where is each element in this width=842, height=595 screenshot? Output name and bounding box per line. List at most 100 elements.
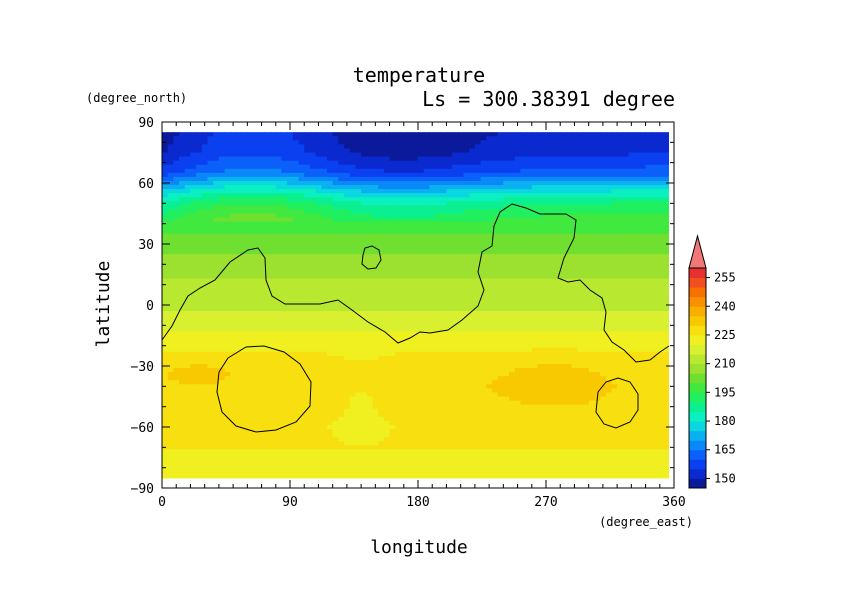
heatmap-cell bbox=[571, 298, 578, 304]
heatmap-cell bbox=[486, 164, 493, 170]
heatmap-cell bbox=[184, 201, 192, 206]
heatmap-cell bbox=[651, 193, 658, 198]
heatmap-cell bbox=[258, 189, 265, 194]
heatmap-cell bbox=[309, 262, 317, 267]
heatmap-cell bbox=[622, 213, 630, 219]
heatmap-cell bbox=[474, 205, 482, 211]
heatmap-cell bbox=[452, 331, 459, 337]
heatmap-cell bbox=[622, 327, 630, 333]
heatmap-cell bbox=[344, 241, 351, 247]
heatmap-cell bbox=[338, 351, 345, 357]
heatmap-cell bbox=[355, 233, 362, 239]
heatmap-cell bbox=[662, 327, 669, 333]
heatmap-cell bbox=[241, 205, 248, 211]
heatmap-cell bbox=[571, 302, 578, 308]
heatmap-cell bbox=[247, 164, 254, 170]
heatmap-cell bbox=[332, 180, 339, 186]
heatmap-cell bbox=[440, 213, 448, 219]
heatmap-cell bbox=[258, 205, 265, 211]
heatmap-cell bbox=[292, 237, 300, 243]
heatmap-cell bbox=[366, 319, 374, 324]
heatmap-cell bbox=[218, 185, 226, 190]
heatmap-cell bbox=[469, 160, 476, 166]
heatmap-cell bbox=[617, 144, 624, 150]
heatmap-cell bbox=[281, 213, 288, 219]
heatmap-cell bbox=[349, 160, 357, 166]
heatmap-cell bbox=[588, 347, 595, 353]
heatmap-cell bbox=[617, 225, 624, 231]
heatmap-cell bbox=[264, 132, 271, 137]
heatmap-cell bbox=[651, 205, 658, 211]
heatmap-cell bbox=[281, 176, 288, 182]
heatmap-cell bbox=[179, 233, 186, 239]
heatmap-cell bbox=[611, 250, 618, 255]
heatmap-cell bbox=[565, 331, 573, 337]
heatmap-cell bbox=[304, 307, 311, 312]
heatmap-cell bbox=[435, 254, 442, 259]
heatmap-cell bbox=[588, 294, 595, 300]
heatmap-cell bbox=[435, 237, 442, 243]
heatmap-cell bbox=[543, 144, 550, 150]
heatmap-cell bbox=[457, 294, 465, 300]
heatmap-cell bbox=[497, 185, 504, 190]
heatmap-cell bbox=[514, 327, 521, 333]
heatmap-cell bbox=[622, 217, 630, 223]
heatmap-cell bbox=[662, 144, 669, 150]
heatmap-cell bbox=[611, 270, 618, 276]
heatmap-cell bbox=[361, 319, 368, 324]
heatmap-cell bbox=[292, 205, 300, 211]
heatmap-cell bbox=[446, 136, 453, 141]
heatmap-cell bbox=[241, 160, 248, 166]
heatmap-cell bbox=[400, 140, 408, 145]
heatmap-cell bbox=[440, 233, 448, 239]
heatmap-cell bbox=[577, 189, 584, 194]
heatmap-cell bbox=[207, 262, 214, 267]
heatmap-cell bbox=[480, 209, 487, 215]
heatmap-cell bbox=[162, 217, 169, 223]
heatmap-cell bbox=[543, 168, 550, 174]
heatmap-cell bbox=[429, 233, 436, 239]
heatmap-cell bbox=[213, 185, 220, 190]
heatmap-cell bbox=[435, 201, 442, 206]
heatmap-cell bbox=[275, 136, 283, 141]
heatmap-cell bbox=[412, 168, 419, 174]
heatmap-cell bbox=[531, 193, 539, 198]
heatmap-cell bbox=[315, 347, 322, 353]
heatmap-cell bbox=[173, 286, 180, 292]
heatmap-cell bbox=[548, 307, 556, 312]
heatmap-cell bbox=[457, 156, 465, 162]
heatmap-cell bbox=[235, 282, 243, 288]
heatmap-cell bbox=[224, 327, 231, 333]
heatmap-cell bbox=[423, 136, 430, 141]
heatmap-cell bbox=[435, 307, 442, 312]
heatmap-cell bbox=[321, 241, 328, 247]
heatmap-cell bbox=[639, 331, 647, 337]
heatmap-cell bbox=[184, 290, 192, 296]
heatmap-cell bbox=[611, 302, 618, 308]
heatmap-cell bbox=[253, 221, 260, 227]
heatmap-cell bbox=[469, 189, 476, 194]
heatmap-cell bbox=[520, 132, 527, 137]
heatmap-cell bbox=[645, 164, 652, 170]
heatmap-cell bbox=[309, 355, 317, 361]
heatmap-cell bbox=[543, 241, 550, 247]
heatmap-cell bbox=[224, 233, 231, 239]
heatmap-cell bbox=[366, 193, 374, 198]
heatmap-cell bbox=[645, 250, 652, 255]
heatmap-cell bbox=[292, 156, 300, 162]
heatmap-cell bbox=[270, 193, 277, 198]
heatmap-cell bbox=[395, 286, 402, 292]
heatmap-cell bbox=[361, 136, 368, 141]
heatmap-cell bbox=[418, 168, 425, 174]
heatmap-cell bbox=[326, 213, 334, 219]
heatmap-cell bbox=[378, 152, 385, 158]
heatmap-cell bbox=[588, 250, 595, 255]
heatmap-cell bbox=[639, 233, 647, 239]
heatmap-cell bbox=[304, 323, 311, 328]
heatmap-cell bbox=[275, 286, 283, 292]
heatmap-cell bbox=[520, 319, 527, 324]
heatmap-cell bbox=[247, 278, 254, 284]
heatmap-cell bbox=[582, 339, 590, 345]
heatmap-cell bbox=[594, 262, 601, 267]
heatmap-cell bbox=[486, 298, 493, 304]
